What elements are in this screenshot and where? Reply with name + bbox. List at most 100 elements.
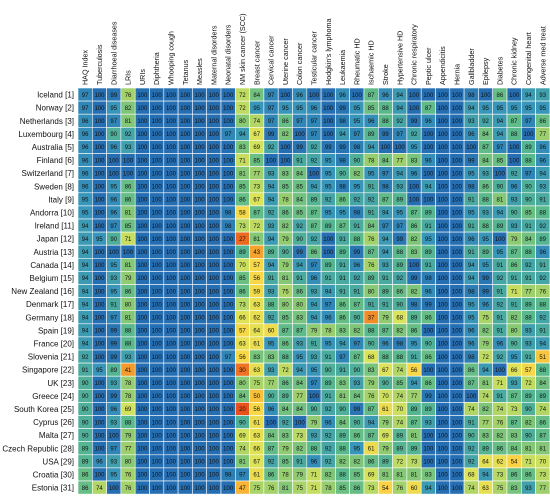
cell-value-label: 97 xyxy=(268,119,275,125)
cell-value-label: 92 xyxy=(411,132,418,138)
cell-value-label: 77 xyxy=(525,289,532,295)
cell-value-label: 100 xyxy=(166,237,177,243)
cell-value-label: 71 xyxy=(125,237,132,243)
cell-value-label: 91 xyxy=(368,211,375,217)
cell-value-label: 100 xyxy=(166,420,177,426)
cell-value-label: 100 xyxy=(438,158,449,164)
cell-value-label: 77 xyxy=(539,132,546,138)
cell-value-label: 95 xyxy=(525,106,532,112)
cell-value-label: 95 xyxy=(253,106,260,112)
cell-value-label: 100 xyxy=(323,250,334,256)
cell-value-label: 69 xyxy=(368,473,375,479)
cell-value-label: 84 xyxy=(296,381,303,387)
cell-value-label: 71 xyxy=(497,381,504,387)
cell-value-label: 91 xyxy=(339,276,346,282)
column-label-chronic-respiratory: Chronic respiratory xyxy=(410,24,419,85)
cell-value-label: 100 xyxy=(166,250,177,256)
cell-value-label: 82 xyxy=(282,132,289,138)
cell-value-label: 86 xyxy=(396,289,403,295)
cell-value-label: 100 xyxy=(438,460,449,466)
cell-value-label: 92 xyxy=(311,237,318,243)
cell-value-label: 100 xyxy=(94,184,105,190)
cell-value-label: 100 xyxy=(438,342,449,348)
cell-value-label: 82 xyxy=(125,106,132,112)
row-label-luxembourg-4: Luxembourg [4] xyxy=(18,130,74,139)
cell-value-label: 94 xyxy=(82,329,89,335)
cell-value-label: 70 xyxy=(239,263,246,269)
cell-value-label: 90 xyxy=(325,368,332,374)
cell-value-label: 56 xyxy=(253,276,260,282)
cell-value-label: 56 xyxy=(239,355,246,361)
cell-value-label: 91 xyxy=(110,302,117,308)
cell-value-label: 100 xyxy=(137,460,148,466)
cell-value-label: 90 xyxy=(525,407,532,413)
cell-value-label: 100 xyxy=(481,93,492,99)
cell-value-label: 100 xyxy=(209,119,220,125)
cell-value-label: 87 xyxy=(511,420,518,426)
cell-value-label: 84 xyxy=(253,93,260,99)
cell-value-label: 86 xyxy=(282,342,289,348)
cell-value-label: 97 xyxy=(110,315,117,321)
cell-value-label: 99 xyxy=(325,145,332,151)
cell-value-label: 79 xyxy=(282,263,289,269)
cell-value-label: 90 xyxy=(110,132,117,138)
cell-value-label: 100 xyxy=(180,119,191,125)
cell-value-label: 88 xyxy=(125,420,132,426)
cell-value-label: 90 xyxy=(82,420,89,426)
cell-value-label: 100 xyxy=(94,407,105,413)
cell-value-label: 92 xyxy=(325,433,332,439)
cell-value-label: 95 xyxy=(482,106,489,112)
cell-value-label: 100 xyxy=(180,224,191,230)
cell-value-label: 100 xyxy=(195,119,206,125)
cell-value-label: 97 xyxy=(354,342,361,348)
cell-value-label: 81 xyxy=(282,276,289,282)
cell-value-label: 94 xyxy=(82,289,89,295)
column-label-adverse-med-treat: Adverse med treat xyxy=(538,26,547,85)
cell-value-label: 91 xyxy=(325,276,332,282)
cell-value-label: 97 xyxy=(311,132,318,138)
cell-value-label: 100 xyxy=(223,486,234,492)
row-label-france-20: France [20] xyxy=(34,339,74,348)
cell-value-label: 100 xyxy=(152,106,163,112)
cell-value-label: 64 xyxy=(253,329,260,335)
cell-value-label: 90 xyxy=(82,394,89,400)
cell-value-label: 83 xyxy=(296,315,303,321)
cell-value-label: 100 xyxy=(438,446,449,452)
cell-value-label: 71 xyxy=(511,289,518,295)
cell-value-label: 96 xyxy=(468,132,475,138)
cell-value-label: 90 xyxy=(239,420,246,426)
cell-value-label: 91 xyxy=(382,302,389,308)
cell-value-label: 91 xyxy=(339,368,346,374)
cell-value-label: 89 xyxy=(239,250,246,256)
cell-value-label: 90 xyxy=(368,342,375,348)
cell-value-label: 100 xyxy=(152,132,163,138)
cell-value-label: 69 xyxy=(239,433,246,439)
cell-value-label: 92 xyxy=(539,224,546,230)
row-label-germany-18: Germany [18] xyxy=(26,313,74,322)
cell-value-label: 88 xyxy=(339,473,346,479)
cell-value-label: 98 xyxy=(382,184,389,190)
cell-value-label: 89 xyxy=(497,224,504,230)
cell-value-label: 84 xyxy=(382,158,389,164)
cell-value-label: 100 xyxy=(195,145,206,151)
cell-value-label: 100 xyxy=(452,394,463,400)
cell-value-label: 95 xyxy=(396,211,403,217)
cell-value-label: 80 xyxy=(282,302,289,308)
cell-value-label: 100 xyxy=(180,145,191,151)
cell-value-label: 95 xyxy=(110,289,117,295)
cell-value-label: 82 xyxy=(482,329,489,335)
cell-value-label: 100 xyxy=(495,368,506,374)
cell-value-label: 77 xyxy=(482,420,489,426)
cell-value-label: 92 xyxy=(511,171,518,177)
cell-value-label: 81 xyxy=(411,473,418,479)
cell-value-label: 97 xyxy=(311,381,318,387)
cell-value-label: 98 xyxy=(354,145,361,151)
cell-value-label: 100 xyxy=(395,145,406,151)
cell-value-label: 94 xyxy=(382,250,389,256)
cell-value-label: 100 xyxy=(152,433,163,439)
cell-value-label: 77 xyxy=(396,158,403,164)
cell-value-label: 100 xyxy=(137,368,148,374)
cell-value-label: 100 xyxy=(452,158,463,164)
cell-value-label: 91 xyxy=(296,460,303,466)
cell-value-label: 99 xyxy=(482,289,489,295)
